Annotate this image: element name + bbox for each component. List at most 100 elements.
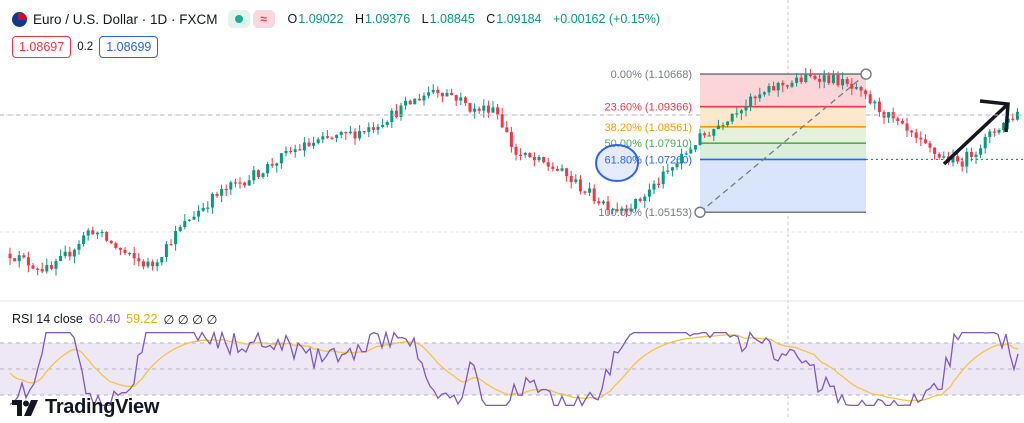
candle-body [689, 149, 693, 154]
candle-body [224, 188, 228, 191]
eur-usd-flag-icon [12, 11, 27, 27]
candle-body [454, 95, 458, 101]
candle-body [307, 142, 311, 146]
candle-body [749, 96, 753, 107]
market-open-status-icon[interactable] [227, 10, 250, 28]
candle-body [937, 154, 941, 158]
candle-body [371, 127, 375, 130]
candle-body [220, 188, 224, 196]
candle-body [22, 255, 26, 258]
candle-body [896, 118, 900, 121]
candle-body [790, 82, 794, 87]
spread-value: 0.2 [77, 41, 94, 53]
candle-body [831, 74, 835, 84]
brand-name: TradingView [45, 396, 160, 418]
candle-body [693, 145, 697, 150]
candle-body [850, 83, 854, 89]
candle-body [565, 168, 569, 176]
candle-body [919, 137, 923, 140]
candle-body [385, 122, 389, 125]
candle-body [772, 85, 776, 91]
candle-body [390, 110, 394, 123]
candle-body [417, 98, 421, 101]
fib-anchor-handle [694, 206, 706, 218]
candle-body [528, 153, 532, 158]
candle-body [854, 87, 858, 89]
symbol-title[interactable]: Euro / U.S. Dollar · 1D · FXCM [33, 11, 218, 27]
buy-price-button[interactable]: 1.08699 [99, 36, 159, 58]
candle-body [49, 264, 53, 269]
sell-price-button[interactable]: 1.08697 [12, 36, 72, 58]
candle-body [330, 137, 334, 139]
candle-body [868, 94, 872, 104]
candle-body [169, 244, 173, 246]
candle-body [486, 105, 490, 113]
candle-body [100, 231, 104, 234]
fib-zone [700, 106, 866, 127]
fib-level-label: 0.00% (1.10668) [611, 69, 692, 81]
candle-body [321, 136, 325, 140]
candle-body [716, 125, 720, 130]
candle-body [523, 153, 527, 155]
candle-body [900, 120, 904, 124]
candle-body [684, 153, 688, 155]
fib-level-label: 61.80% (1.07260) [605, 154, 692, 166]
candle-body [243, 182, 247, 186]
candle-body [187, 219, 191, 221]
candle-body [266, 164, 270, 174]
candle-body [588, 188, 592, 193]
tradingview-logo[interactable]: TradingView [12, 396, 159, 419]
candle-body [192, 216, 196, 220]
candle-body [151, 261, 155, 267]
candle-body [256, 170, 260, 177]
candle-body [592, 188, 596, 202]
candle-body [1011, 118, 1015, 120]
candle-body [960, 161, 964, 167]
candle-body [864, 90, 868, 95]
candle-body [887, 112, 891, 118]
candle-body [436, 89, 440, 93]
candle-body [795, 77, 799, 83]
candle-body [1015, 111, 1019, 120]
candle-body [836, 74, 840, 86]
candle-body [905, 123, 909, 131]
candle-body [818, 78, 822, 82]
fib-level-label: 23.60% (1.09366) [605, 102, 692, 114]
fib-zone [700, 126, 866, 144]
candle-body [781, 82, 785, 86]
candle-body [505, 127, 509, 133]
candle-body [611, 209, 615, 211]
candle-body [735, 113, 739, 115]
candle-body [146, 261, 150, 267]
candle-body [8, 253, 12, 259]
trend-arrow-line [942, 102, 1010, 166]
candle-body [624, 208, 628, 212]
candle-body [477, 108, 481, 111]
candle-body [845, 79, 849, 84]
ohlc-readout: O1.09022 H1.09376 L1.08845 C1.09184 +0.0… [287, 12, 660, 26]
fibonacci-retracement[interactable]: 0.00% (1.10668) 23.60% (1.09366) 38.20% (1… [598, 68, 1024, 219]
candle-body [647, 189, 651, 197]
candle-body [105, 231, 109, 241]
approx-data-icon[interactable]: ≈ [252, 10, 275, 28]
candle-body [72, 249, 76, 257]
candle-body [408, 100, 412, 105]
candle-body [445, 92, 449, 97]
candle-body [675, 163, 679, 168]
rsi-value: 60.40 [88, 312, 121, 326]
candle-body [381, 124, 385, 127]
fib-level-label: 38.20% (1.08561) [605, 122, 692, 134]
candle-body [859, 87, 863, 91]
candle-body [210, 193, 214, 208]
candle-body [546, 162, 550, 167]
rsi-legend[interactable]: RSI 14 close 60.40 59.22 ∅ ∅ ∅ ∅ [12, 312, 217, 327]
candle-body [762, 92, 766, 95]
candle-body [270, 164, 274, 166]
candle-body [758, 94, 762, 99]
candle-body [657, 183, 661, 185]
candle-body [178, 227, 182, 231]
candle-body [279, 153, 283, 164]
candle-body [841, 79, 845, 86]
candle-body [992, 131, 996, 133]
